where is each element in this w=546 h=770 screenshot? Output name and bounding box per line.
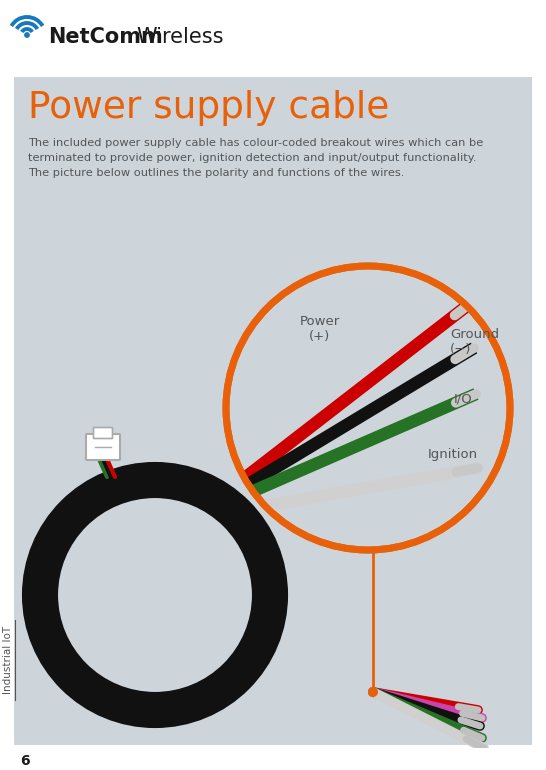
Text: Ground
(−): Ground (−) (450, 328, 499, 356)
FancyBboxPatch shape (86, 434, 120, 460)
Text: The picture below outlines the polarity and functions of the wires.: The picture below outlines the polarity … (28, 168, 405, 178)
Text: NetComm: NetComm (48, 27, 163, 47)
Text: Wireless: Wireless (136, 27, 223, 47)
Circle shape (25, 33, 29, 37)
Text: 6: 6 (20, 754, 29, 768)
Bar (0, 0, 546, 75)
Circle shape (226, 266, 510, 550)
Bar (14, 77, 532, 745)
Text: I/O: I/O (454, 392, 473, 405)
FancyBboxPatch shape (93, 427, 112, 438)
Text: Power
(+): Power (+) (300, 315, 340, 343)
Text: The included power supply cable has colour-coded breakout wires which can be: The included power supply cable has colo… (28, 138, 483, 148)
Text: Ignition: Ignition (428, 448, 478, 461)
Bar (0, 748, 546, 770)
Circle shape (368, 687, 378, 697)
Text: Industrial IoT: Industrial IoT (3, 626, 13, 694)
Text: Power supply cable: Power supply cable (28, 90, 389, 126)
Text: terminated to provide power, ignition detection and input/output functionality.: terminated to provide power, ignition de… (28, 153, 477, 163)
